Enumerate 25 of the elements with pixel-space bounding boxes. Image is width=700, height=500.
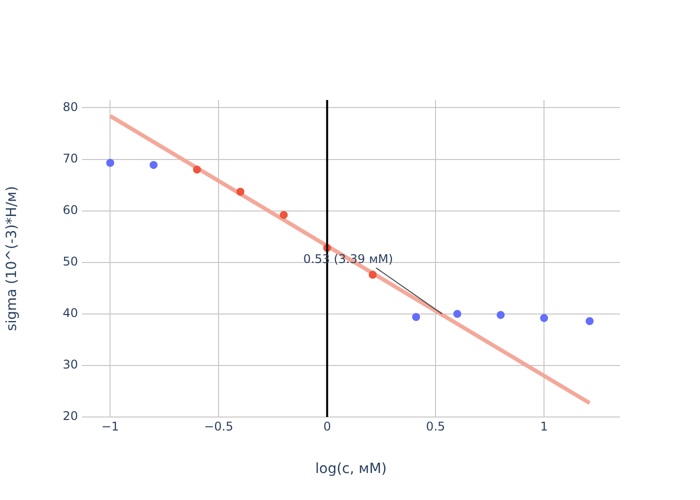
x-axis-title: log(c, мМ) (315, 461, 387, 478)
x-tick-label: 1 (540, 419, 548, 434)
y-tick-label: 30 (62, 358, 78, 372)
point (496, 310, 505, 319)
point (106, 158, 114, 167)
x-tick-label: −1 (101, 419, 120, 434)
y-tick-label: 70 (62, 151, 78, 166)
point (453, 310, 462, 318)
point (368, 270, 377, 279)
x-tick-label: 0 (323, 419, 331, 434)
point (192, 166, 201, 174)
point (540, 314, 548, 322)
point (236, 188, 244, 196)
y-tick-label: 60 (62, 202, 78, 217)
point (280, 210, 288, 219)
y-tick-label: 40 (62, 306, 78, 320)
point (586, 317, 594, 326)
y-tick-label: 80 (62, 100, 78, 114)
x-tick-label: 0.5 (426, 419, 446, 434)
x-tick-label: −0.5 (204, 419, 234, 434)
y-tick-label: 20 (62, 409, 78, 424)
y-axis-title: sigma (10^(-3)*Н/м) (4, 186, 20, 331)
y-tick-label: 50 (62, 254, 78, 268)
point (150, 160, 158, 169)
point (412, 313, 420, 322)
